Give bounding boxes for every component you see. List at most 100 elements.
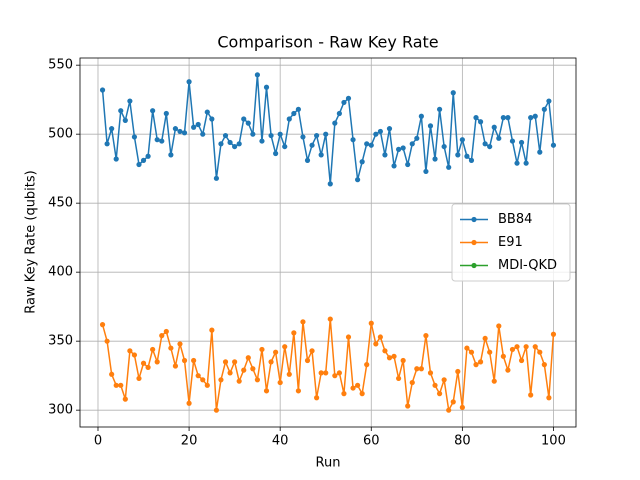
series-point xyxy=(222,132,229,139)
series-point xyxy=(136,375,142,382)
series-point xyxy=(341,99,347,106)
series-point xyxy=(459,404,465,411)
series-point xyxy=(177,341,183,347)
series-point xyxy=(136,161,142,168)
series-point xyxy=(500,115,506,121)
series-point xyxy=(432,382,438,388)
series-point xyxy=(532,344,538,350)
legend-label: MDI-QKD xyxy=(498,258,557,273)
series-point xyxy=(332,120,338,126)
series-point xyxy=(441,377,447,383)
series-point xyxy=(277,379,283,386)
series-point xyxy=(468,349,475,355)
series-point xyxy=(418,366,424,372)
x-tick-label: 80 xyxy=(454,434,471,449)
series-point xyxy=(140,360,147,366)
series-point xyxy=(491,378,497,384)
series-point xyxy=(436,106,443,112)
series-point xyxy=(532,113,538,119)
y-axis-label: Raw Key Rate (qubits) xyxy=(24,170,39,314)
series-point xyxy=(327,316,333,322)
series-point xyxy=(400,357,406,364)
series-point xyxy=(323,131,329,137)
series-point xyxy=(273,349,279,355)
x-tick-label: 40 xyxy=(272,434,289,449)
series-point xyxy=(145,364,151,370)
series-point xyxy=(127,348,133,354)
series-point xyxy=(140,157,147,163)
series-point xyxy=(191,124,197,130)
series-point xyxy=(99,87,106,93)
series-point xyxy=(505,115,511,121)
series-point xyxy=(477,359,484,365)
series-point xyxy=(359,159,365,165)
series-point xyxy=(332,373,338,379)
series-point xyxy=(263,84,270,90)
series-point xyxy=(473,115,479,121)
series-point xyxy=(409,141,415,147)
series-point xyxy=(204,382,210,388)
y-tick-label: 550 xyxy=(48,58,73,73)
series-point xyxy=(446,407,452,413)
series-point xyxy=(528,115,534,121)
series-point xyxy=(250,131,256,137)
series-point xyxy=(450,90,456,96)
series-point xyxy=(304,357,311,364)
series-line xyxy=(101,318,555,411)
series-point xyxy=(236,141,242,147)
series-point xyxy=(122,396,128,402)
y-tick-label: 400 xyxy=(48,265,73,280)
axes-frame xyxy=(79,57,577,428)
series-point xyxy=(259,346,265,353)
series-point xyxy=(273,150,279,157)
series-point xyxy=(364,362,370,368)
series-point xyxy=(159,138,165,144)
series-point xyxy=(295,106,301,112)
series-point xyxy=(168,152,174,158)
series-point xyxy=(341,391,347,397)
series-point xyxy=(268,132,274,139)
series-point xyxy=(487,349,493,355)
series-point xyxy=(241,116,247,122)
series-point xyxy=(241,367,247,373)
series-point xyxy=(286,116,292,122)
series-point xyxy=(537,149,543,155)
y-tick-label: 350 xyxy=(48,334,73,349)
series-point xyxy=(213,175,220,181)
series-point xyxy=(131,352,138,358)
series-point xyxy=(386,126,393,132)
series-point xyxy=(455,152,461,158)
x-tick-label: 20 xyxy=(181,434,198,449)
series-point xyxy=(200,131,206,137)
series-point xyxy=(432,156,438,162)
series-point xyxy=(314,395,320,401)
series-point xyxy=(377,334,383,340)
legend-swatch-point xyxy=(471,262,477,269)
series-point xyxy=(150,108,156,114)
series-point xyxy=(300,319,306,325)
series-point xyxy=(286,371,292,377)
series-point xyxy=(127,98,133,104)
legend-box xyxy=(451,203,571,282)
series-point xyxy=(186,400,192,406)
y-tick-label: 300 xyxy=(48,403,73,418)
series-point xyxy=(550,142,557,148)
series-point xyxy=(518,139,525,146)
series-point xyxy=(336,370,342,376)
legend: BB84 E91 MDI-QKD xyxy=(451,203,571,282)
series-point xyxy=(245,355,251,361)
series-point xyxy=(309,348,315,354)
series-point xyxy=(487,143,493,150)
x-tick-label: 60 xyxy=(363,434,380,449)
series-point xyxy=(405,161,411,168)
series-point xyxy=(345,334,352,340)
series-point xyxy=(186,79,192,85)
series-point xyxy=(181,357,188,364)
series-point xyxy=(482,335,488,342)
series-point xyxy=(113,382,119,388)
x-axis-label: Run xyxy=(316,456,341,471)
series-point xyxy=(518,357,525,364)
series-point xyxy=(245,120,251,126)
series-point xyxy=(514,344,520,350)
